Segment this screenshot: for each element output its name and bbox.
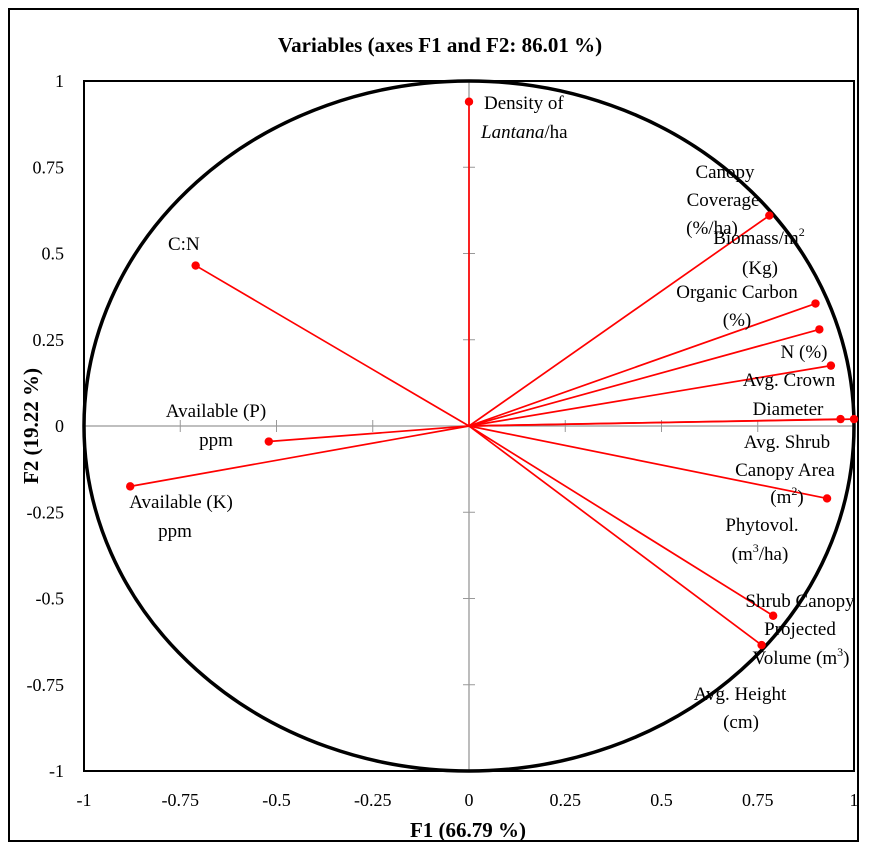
label-available-k-line2: ppm xyxy=(158,521,192,542)
x-tick-label: 0 xyxy=(465,790,474,810)
vector-line xyxy=(468,425,828,500)
x-axis-label: F1 (66.79 %) xyxy=(410,818,526,842)
y-tick-label: 1 xyxy=(55,71,64,91)
vector-point xyxy=(264,437,273,446)
vector-point xyxy=(849,414,859,424)
vector-point xyxy=(811,299,820,308)
x-tick-label: -0.5 xyxy=(262,790,291,810)
vector-line xyxy=(468,302,816,427)
label-shrub-canopy-projected-volume-line2: Projected xyxy=(764,619,836,640)
x-tick-label: -0.25 xyxy=(354,790,392,810)
x-tick-label: 0.75 xyxy=(742,790,774,810)
y-axis-ticks: 1 0.75 0.5 0.25 0 -0.25 -0.5 -0.75 -1 xyxy=(27,71,475,781)
vector-point xyxy=(126,482,135,491)
variable-labels: Density of Lantana/ha Canopy Coverage (%… xyxy=(129,93,855,733)
y-tick-label: 0.5 xyxy=(42,244,65,264)
label-available-p: Available (P) xyxy=(166,401,266,422)
y-tick-label: 0.25 xyxy=(33,330,65,350)
chart-title: Variables (axes F1 and F2: 86.01 %) xyxy=(278,33,602,57)
label-avg-height-line2: (cm) xyxy=(723,712,759,733)
vector-line xyxy=(130,425,470,488)
y-tick-label: -1 xyxy=(49,761,64,781)
x-axis-ticks: -1 -0.75 -0.5 -0.25 0 0.25 0.5 0.75 1 xyxy=(77,420,859,810)
x-tick-label: -0.75 xyxy=(162,790,200,810)
vector-point xyxy=(815,325,824,334)
label-canopy-coverage: Canopy xyxy=(695,162,755,183)
vector-point xyxy=(757,640,766,650)
label-nitrogen: N (%) xyxy=(781,342,828,363)
label-density-of-lantana-line2: Lantana/ha xyxy=(480,122,568,143)
vector-line xyxy=(468,418,855,427)
variable-vectors xyxy=(126,97,859,650)
y-axis-label: F2 (19.22 %) xyxy=(19,368,43,484)
label-available-k: Available (K) xyxy=(129,492,233,513)
label-avg-height: Avg. Height xyxy=(694,684,787,705)
label-phytovol-line2: (m3/ha) xyxy=(732,541,789,565)
label-c-n: C:N xyxy=(168,234,200,255)
vector-point xyxy=(768,611,778,620)
y-tick-label: -0.25 xyxy=(27,502,65,522)
vector-point xyxy=(822,494,832,503)
x-tick-label: 0.5 xyxy=(650,790,673,810)
vector-line xyxy=(468,425,763,646)
label-biomass: Biomass/m2 xyxy=(713,225,805,249)
label-shrub-canopy-projected-volume-line3: Volume (m3) xyxy=(753,645,850,669)
y-tick-label: -0.5 xyxy=(36,589,65,609)
vector-line xyxy=(195,264,470,427)
label-avg-shrub-canopy-area: Avg. Shrub xyxy=(744,432,830,453)
y-tick-label: 0 xyxy=(55,416,64,436)
x-tick-label: 1 xyxy=(850,790,859,810)
label-canopy-coverage-line2: Coverage xyxy=(687,190,760,211)
label-available-p-line2: ppm xyxy=(199,430,233,451)
vector-point xyxy=(464,97,474,106)
label-avg-shrub-canopy-area-line3: (m2) xyxy=(770,484,803,508)
chart-frame xyxy=(8,8,859,842)
label-organic-carbon: Organic Carbon xyxy=(676,282,798,303)
correlation-circle xyxy=(82,79,856,773)
label-avg-crown-diameter: Avg. Crown xyxy=(743,370,836,391)
x-tick-label: 0.25 xyxy=(550,790,582,810)
label-organic-carbon-line2: (%) xyxy=(723,310,751,331)
y-tick-label: 0.75 xyxy=(33,157,65,177)
label-biomass-line2: (Kg) xyxy=(742,258,778,279)
vector-line xyxy=(468,328,820,427)
label-shrub-canopy-projected-volume: Shrub Canopy xyxy=(745,591,855,612)
vector-point xyxy=(826,361,836,370)
vector-line xyxy=(268,425,470,443)
y-tick-label: -0.75 xyxy=(27,675,65,695)
vector-line xyxy=(468,425,774,617)
x-tick-label: -1 xyxy=(77,790,92,810)
label-density-of-lantana: Density of xyxy=(484,93,564,114)
label-phytovol: Phytovol. xyxy=(725,515,798,536)
label-canopy-coverage-line3: (%/ha) xyxy=(686,218,738,239)
vector-line xyxy=(468,364,832,427)
label-avg-shrub-canopy-area-line2: Canopy Area xyxy=(735,460,835,481)
vector-point xyxy=(765,211,774,220)
vector-line xyxy=(468,214,770,427)
vector-point xyxy=(191,261,200,270)
label-avg-crown-diameter-line2: Diameter xyxy=(753,399,824,420)
